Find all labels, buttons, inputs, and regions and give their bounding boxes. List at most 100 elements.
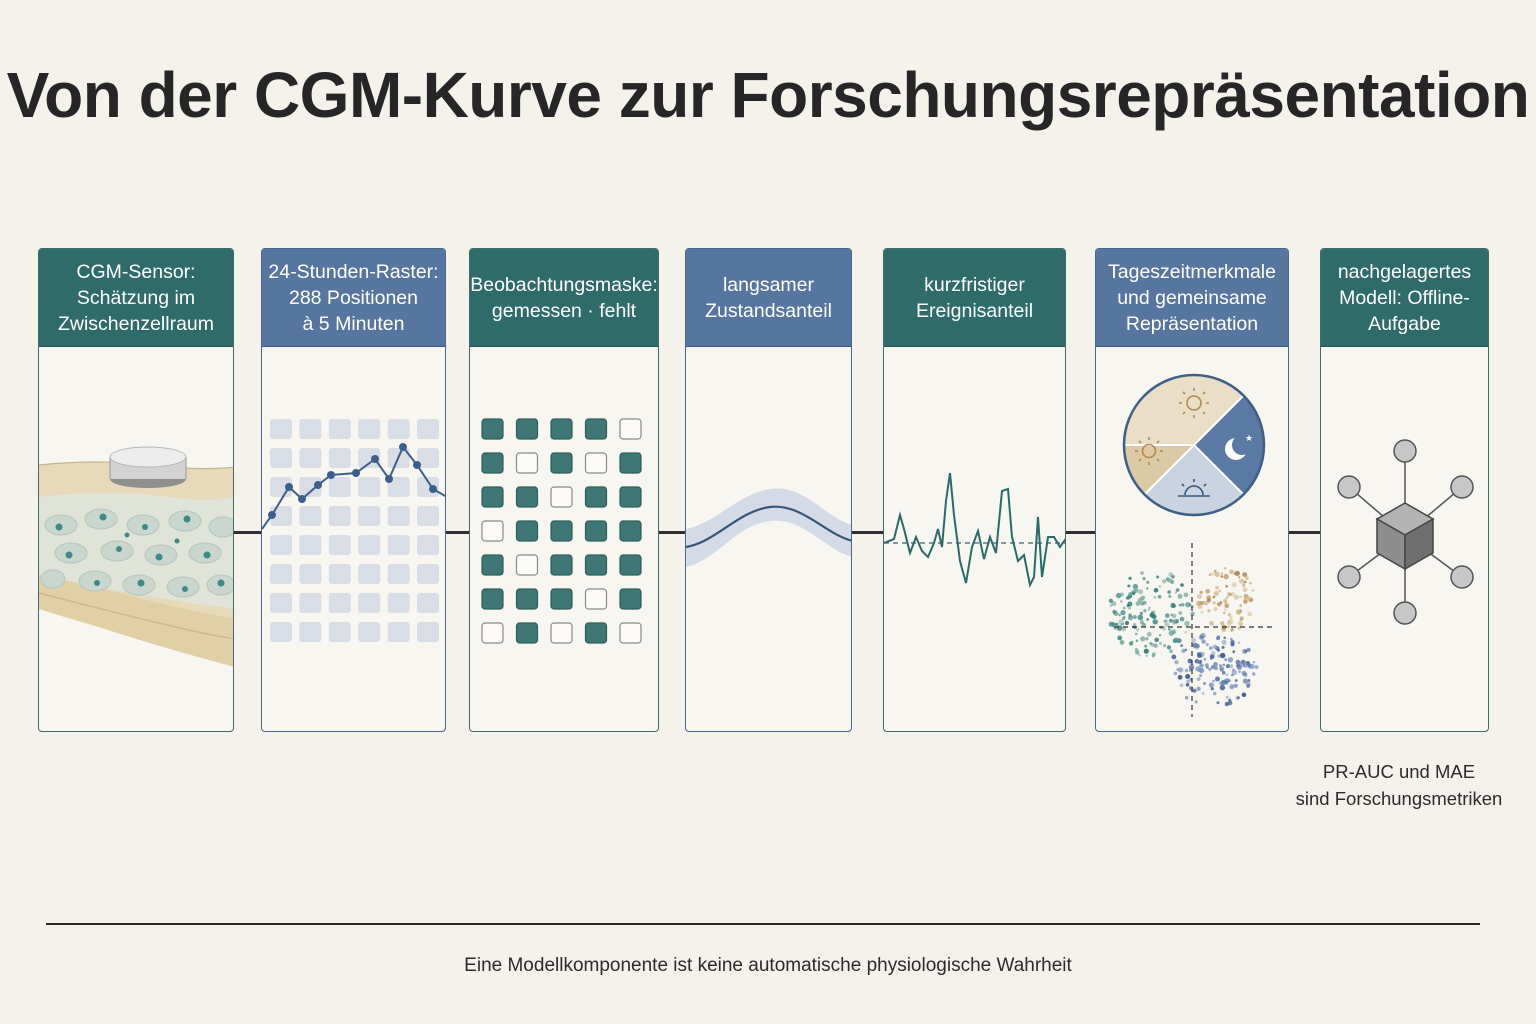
- mask-cell-measured: [619, 486, 642, 508]
- scatter-point: [1243, 599, 1248, 604]
- scatter-point: [1205, 588, 1211, 594]
- scatter-point: [1191, 637, 1196, 643]
- scatter-point: [1138, 654, 1141, 657]
- connector-1-2: [234, 531, 261, 534]
- scatter-point: [1224, 658, 1227, 662]
- scatter-point: [1158, 585, 1162, 588]
- scatter-point: [1197, 604, 1203, 609]
- scatter-point: [1219, 685, 1226, 691]
- panel-short-term-events: kurzfristiger Ereignisanteil: [883, 248, 1066, 732]
- scatter-point: [1178, 603, 1182, 607]
- scatter-point: [1136, 628, 1140, 632]
- grid-cell: [328, 477, 351, 497]
- mask-cell-measured: [550, 554, 573, 576]
- mask-cell-measured: [515, 588, 539, 610]
- scatter-point: [1225, 664, 1230, 669]
- scatter-point: [1225, 596, 1229, 599]
- scatter-point: [1175, 588, 1180, 592]
- scatter-point: [1237, 626, 1241, 630]
- scatter-point: [1213, 662, 1218, 667]
- mask-cell-measured: [619, 554, 642, 576]
- scatter-point: [1171, 628, 1176, 634]
- grid-cell: [387, 419, 410, 439]
- scatter-point: [1221, 645, 1225, 649]
- time-of-day-illustration: ★: [1108, 373, 1276, 717]
- scatter-point: [1237, 696, 1240, 700]
- panel-header: Beobachtungsmaske: gemessen · fehlt: [470, 249, 658, 347]
- scatter-point: [1229, 664, 1234, 669]
- cube-icon: [1375, 502, 1435, 571]
- scatter-point: [1171, 654, 1177, 660]
- scatter-point: [1237, 663, 1241, 667]
- scatter-point: [1157, 594, 1162, 599]
- scatter-point: [1208, 667, 1212, 671]
- scatter-point: [1208, 573, 1212, 576]
- mask-cell-measured: [584, 622, 608, 644]
- scatter-point: [1167, 590, 1171, 594]
- grid-cell: [270, 419, 292, 439]
- scatter-point: [1224, 603, 1230, 609]
- scatter-point: [1161, 579, 1167, 584]
- scatter-point: [1229, 616, 1233, 620]
- panel-header: 24-Stunden-Raster: 288 Positionen à 5 Mi…: [262, 249, 445, 347]
- grid-cell: [328, 535, 351, 555]
- scatter-point: [1231, 673, 1234, 677]
- scatter-point: [1140, 571, 1144, 575]
- scatter-point: [1236, 664, 1242, 670]
- scatter-point: [1247, 679, 1251, 682]
- connector-2-3: [446, 531, 469, 534]
- mask-cell-missing: [481, 520, 504, 542]
- scatter-point: [1121, 626, 1127, 632]
- scatter-point: [1251, 589, 1255, 592]
- scatter-point: [1199, 663, 1204, 668]
- panel-header: langsamer Zustandsanteil: [686, 249, 851, 347]
- scatter-point: [1198, 634, 1204, 640]
- glucose-point: [352, 469, 360, 477]
- scatter-point: [1174, 591, 1178, 594]
- scatter-point: [1231, 669, 1238, 676]
- scatter-point: [1184, 668, 1189, 673]
- scatter-point: [1185, 683, 1190, 687]
- mask-cell-measured: [515, 520, 539, 542]
- mask-cell-measured: [550, 588, 573, 610]
- scatter-point: [1122, 606, 1126, 610]
- grid-cell: [387, 535, 410, 555]
- scatter-point: [1152, 619, 1158, 625]
- grid-cell: [328, 622, 351, 642]
- scatter-point: [1220, 575, 1224, 578]
- mask-cell-missing: [515, 554, 539, 576]
- scatter-point: [1125, 596, 1129, 600]
- scatter-point: [1196, 593, 1203, 600]
- scatter-point: [1212, 679, 1215, 683]
- scatter-point: [1146, 631, 1152, 637]
- grid-cell: [299, 593, 322, 613]
- scatter-point: [1209, 620, 1214, 626]
- footer-rule: [46, 923, 1480, 925]
- mask-cell-measured: [515, 486, 539, 508]
- scatter-point: [1146, 580, 1150, 584]
- scatter-point: [1199, 600, 1204, 606]
- scatter-point: [1216, 636, 1220, 641]
- mask-cell-measured: [481, 588, 504, 610]
- scatter-point: [1177, 667, 1184, 673]
- glucose-point: [327, 471, 335, 479]
- scatter-point: [1170, 613, 1174, 617]
- scatter-point: [1221, 639, 1227, 645]
- scatter-point: [1214, 571, 1220, 578]
- grid-cell: [328, 564, 351, 584]
- scatter-point: [1150, 642, 1153, 645]
- scatter-point: [1212, 601, 1216, 605]
- scatter-point: [1137, 614, 1144, 621]
- panel-downstream-model: nachgelagertes Modell: Offline- Aufgabe: [1320, 248, 1489, 732]
- scatter-point: [1194, 700, 1198, 704]
- scatter-point: [1196, 686, 1201, 691]
- scatter-point: [1215, 585, 1219, 590]
- scatter-point: [1211, 572, 1215, 576]
- scatter-point: [1153, 595, 1157, 599]
- grid-cell: [299, 535, 322, 555]
- scatter-point: [1186, 679, 1190, 684]
- scatter-point: [1114, 622, 1119, 627]
- grid-cell: [387, 506, 410, 526]
- scatter-point: [1201, 639, 1206, 644]
- scatter-point: [1134, 647, 1139, 652]
